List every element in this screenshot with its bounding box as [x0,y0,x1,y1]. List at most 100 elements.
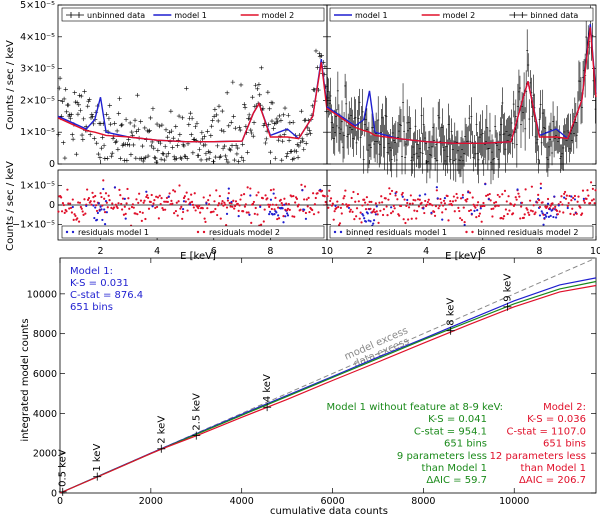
unbinned-data-point [233,125,238,131]
unbinned-data-point [149,143,154,149]
unbinned-data-point [220,108,225,114]
residual-model-2-point [459,197,463,200]
residual-model-2-point [520,201,524,204]
unbinned-data-point [189,132,194,137]
residual-model-1-point [275,211,278,214]
residual-model-2-point [105,201,108,204]
residual-model-2-point [375,210,378,213]
residual-model-2-point [233,207,236,210]
residual-model-2-point [329,199,332,203]
residual-model-1-point [473,209,476,212]
residual-model-2-point [157,217,160,220]
residual-model-2-point [245,211,248,214]
residual-model-2-point [104,192,108,195]
residual-model-2-point [299,208,302,211]
unbinned-data-point [85,103,90,109]
residual-model-2-point [326,195,329,198]
unbinned-data-point [92,136,97,141]
residual-model-2-point [296,205,299,208]
x-tick-label: 6 [211,246,217,257]
energy-marker-label: 8 keV [446,298,457,326]
residual-model-2-point [240,194,243,197]
residual-model-2-point [455,192,458,196]
residual-model-1-point [401,195,404,198]
residual-model-2-point [174,209,178,213]
residual-model-1-point [230,200,233,204]
residual-model-2-point [222,204,225,207]
unbinned-data-point [189,116,195,121]
residual-model-2-point [504,208,507,211]
residual-model-2-point [569,212,572,215]
residual-model-2-point [531,210,534,213]
residual-model-2-point [378,201,381,204]
residual-model-2-point [192,206,195,209]
unbinned-data-point [290,120,296,125]
residual-model-2-point [314,196,317,200]
residual-model-2-point [62,203,65,207]
residual-model-2-point [201,207,204,210]
residual-model-2-point [283,197,286,200]
residual-model-2-point [355,215,358,218]
residual-model-1-point [103,208,106,211]
unbinned-data-point [305,125,311,131]
unbinned-data-point [315,65,320,70]
unbinned-data-point [108,122,113,127]
unbinned-data-point [255,86,260,91]
residual-model-2-point [518,195,521,198]
residual-model-2-point [552,207,555,210]
residual-model-2-point [173,190,177,193]
residual-model-1-point [362,214,365,217]
residual-model-2-point [275,203,278,207]
residual-model-2-point [159,202,162,206]
residual-model-2-point [103,211,107,214]
residual-model-2-point [95,204,98,207]
unbinned-data-point [129,129,134,135]
residual-model-2-point [356,192,360,196]
unbinned-data-point [150,106,156,111]
residual-model-2-point [590,199,594,202]
residual-model-2-point [232,199,235,202]
unbinned-data-point [74,151,79,157]
residual-model-2-point [349,208,352,211]
residual-model-2-point [226,199,230,202]
unbinned-data-point [296,143,302,149]
unbinned-data-point [224,90,230,96]
residual-model-2-point [135,198,138,201]
x-tick-label: 10 [321,246,333,257]
unbinned-data-point [319,53,324,58]
residual-model-1-point [543,217,546,220]
residual-model-2-point [497,204,500,207]
unbinned-data-point [116,111,121,116]
x-tick-label: 2 [97,246,103,257]
residual-model-2-point [80,207,83,210]
unbinned-data-point [57,75,63,81]
unbinned-data-point [251,134,256,139]
x-tick-label: 8000 [411,496,435,507]
residual-model-2-point [355,207,359,210]
unbinned-data-point [194,121,200,126]
residual-model-2-point [332,218,335,221]
residual-model-2-point [147,207,151,210]
legend-residuals-model-1-marker [333,230,337,234]
residual-model-1-point [123,197,126,200]
legend-residuals-model-1-label: residuals model 1 [78,228,149,237]
residual-model-1-point [552,215,555,219]
residual-model-1-point [545,215,548,218]
residual-model-2-point [581,212,584,215]
residual-model-2-point [191,203,195,207]
unbinned-data-point [301,147,306,152]
residual-model-2-point [572,213,576,216]
residual-model-2-point [210,210,213,214]
residual-model-2-point [161,206,164,210]
unbinned-data-point [109,154,114,159]
unbinned-data-point [142,125,148,131]
unbinned-data-point [197,147,202,152]
unbinned-data-point [148,115,153,121]
residual-model-2-point [510,203,513,206]
residual-model-2-point [181,210,185,214]
unbinned-data-point [136,127,141,132]
residual-model-1-point [301,189,304,192]
residual-model-2-point [120,202,123,206]
residual-model-2-point [83,198,86,201]
